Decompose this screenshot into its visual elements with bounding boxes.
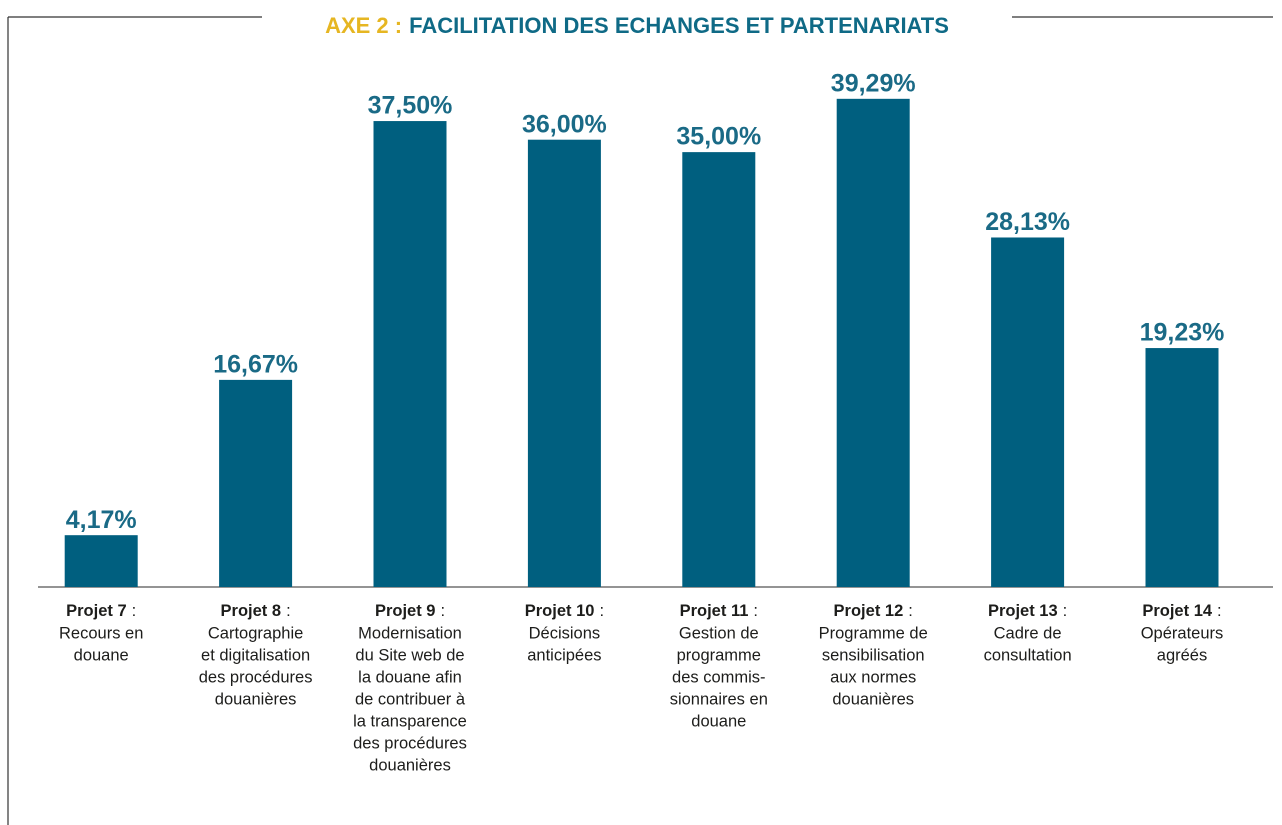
bar [836,98,910,587]
category-description: douanières [369,756,451,774]
category-description: douane [74,646,129,664]
value-label: 16,67% [213,350,298,378]
separator: : [1063,602,1068,620]
x-tick-label: Projet 9: [375,602,445,620]
bar [64,535,138,587]
category-description: sionnaires en [670,690,768,708]
category-description: douanières [832,690,914,708]
separator: : [753,602,758,620]
category-description: des procédures [199,668,313,686]
project-name: Projet 13 [988,602,1058,620]
category-description: des commis- [672,668,766,686]
category-description: douane [691,712,746,730]
category-description: sensibilisation [822,646,925,664]
title-prefix: AXE 2 : [325,13,402,38]
value-label: 19,23% [1140,319,1225,347]
value-label: 28,13% [985,208,1070,236]
category-description: Opérateurs [1141,624,1224,642]
title-main: FACILITATION DES ECHANGES ET PARTENARIAT… [409,13,949,38]
category-description: du Site web de [355,646,464,664]
bar [373,121,447,587]
separator: : [440,602,445,620]
project-name: Projet 8 [221,602,282,620]
category-description: Recours en [59,624,143,642]
x-tick-label: Projet 10: [525,602,604,620]
chart-title: AXE 2 : FACILITATION DES ECHANGES ET PART… [325,13,949,38]
category-description: Cartographie [208,624,303,642]
category-description: Gestion de [679,624,759,642]
category-description: Décisions [529,624,601,642]
separator: : [1217,602,1222,620]
project-name: Projet 10 [525,602,595,620]
category-description: douanières [215,690,297,708]
project-name: Projet 12 [834,602,904,620]
separator: : [286,602,291,620]
value-label: 4,17% [66,506,137,534]
project-name: Projet 7 [66,602,127,620]
separator: : [599,602,604,620]
bar [527,139,601,587]
project-name: Projet 14 [1142,602,1213,620]
category-description: des procédures [353,734,467,752]
category-description: Cadre de [994,624,1062,642]
value-label: 39,29% [831,69,916,97]
category-description: la douane afin [358,668,462,686]
bar [991,237,1065,588]
category-description: et digitalisation [201,646,310,664]
category-description: aux normes [830,668,916,686]
bar [682,152,756,587]
x-tick-label: Projet 8: [221,602,291,620]
category-description: anticipées [527,646,601,664]
category-description: de contribuer à [355,690,466,708]
value-label: 36,00% [522,110,607,138]
separator: : [132,602,137,620]
x-tick-label: Projet 7: [66,602,136,620]
bar [1145,348,1219,587]
x-tick-label: Projet 13: [988,602,1067,620]
x-tick-label: Projet 11: [680,602,758,620]
value-label: 37,50% [368,92,453,120]
category-description: Programme de [819,624,928,642]
bar [219,379,293,587]
x-tick-label: Projet 12: [834,602,913,620]
separator: : [908,602,913,620]
value-label: 35,00% [676,123,761,151]
project-name: Projet 11 [680,602,749,620]
category-description: Modernisation [358,624,462,642]
category-description: consultation [984,646,1072,664]
category-description: agréés [1157,646,1207,664]
category-description: programme [677,646,761,664]
category-description: la transparence [353,712,467,730]
x-tick-label: Projet 14: [1142,602,1221,620]
project-name: Projet 9 [375,602,436,620]
